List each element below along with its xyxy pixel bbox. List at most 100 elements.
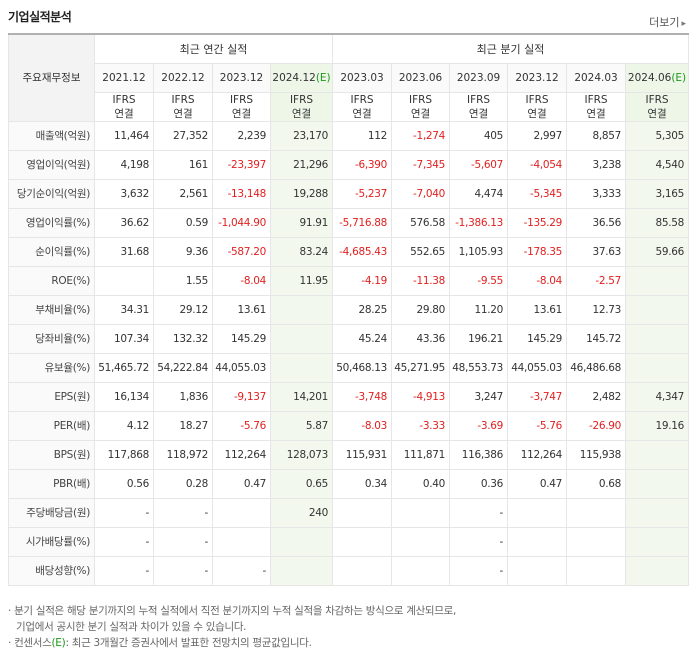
basis-scope: 연결 <box>291 107 312 120</box>
table-cell <box>507 555 568 586</box>
table-cell: -5,716.88 <box>332 207 393 238</box>
table-cell: 8,857 <box>566 120 627 151</box>
table-cell: -3.69 <box>449 410 509 441</box>
table-cell <box>269 323 334 354</box>
table-cell: 31.68 <box>94 236 154 267</box>
table-cell: 1,105.93 <box>449 236 509 267</box>
table-cell: 0.68 <box>566 468 627 499</box>
table-row: 매출액(억원) 11,464 27,352 2,239 23,170 112 -1,274 4… <box>8 120 690 151</box>
accounting-basis: IFRS 연결 <box>391 91 451 122</box>
period-header: 2024.03 <box>566 62 627 93</box>
table-cell: -7,040 <box>391 178 451 209</box>
table-cell <box>332 555 393 586</box>
table-cell: -4,913 <box>391 381 451 412</box>
row-label: 유보율(%) <box>8 352 95 383</box>
table-cell: 36.56 <box>566 207 627 238</box>
table-cell: 115,931 <box>332 439 393 470</box>
footnote-consensus-prefix: · 컨센서스 <box>8 637 52 648</box>
basis-standard: IFRS <box>171 93 195 106</box>
table-cell <box>625 323 690 354</box>
table-cell: 28.25 <box>332 294 393 325</box>
table-cell: 48,553.73 <box>449 352 509 383</box>
table-cell: -5,607 <box>449 149 509 180</box>
annual-group-header: 최근 연간 실적 <box>93 33 334 64</box>
table-cell: -26.90 <box>566 410 627 441</box>
chevron-right-icon: ▸ <box>681 19 686 29</box>
table-cell: 107.34 <box>94 323 154 354</box>
table-cell: 37.63 <box>566 236 627 267</box>
table-cell <box>269 555 334 586</box>
table-cell: 112 <box>332 120 393 151</box>
table-cell: 145.72 <box>566 323 627 354</box>
table-row: 주당배당금(원) - -240- <box>8 497 690 528</box>
table-cell: 240 <box>269 497 334 528</box>
table-cell <box>391 526 451 557</box>
table-cell <box>391 555 451 586</box>
period-label: 2023.12 <box>515 71 559 84</box>
more-label[interactable]: 더보기 <box>649 16 680 29</box>
table-cell: -4,054 <box>507 149 568 180</box>
table-cell: -8.04 <box>212 265 271 296</box>
table-cell: 0.40 <box>391 468 451 499</box>
row-label: 부채비율(%) <box>8 294 95 325</box>
table-cell <box>212 526 271 557</box>
accounting-basis: IFRS 연결 <box>566 91 627 122</box>
table-cell: 196.21 <box>449 323 509 354</box>
period-label: 2023.09 <box>456 71 501 84</box>
period-label: 2024.06 <box>627 71 672 84</box>
table-cell: 54,222.84 <box>153 352 213 383</box>
table-row: 영업이익(억원) 4,198 161 -23,397 21,296 -6,390 -7,34… <box>8 149 690 180</box>
table-cell <box>332 497 393 528</box>
table-row: 시가배당률(%) - - - <box>8 526 690 557</box>
row-label: 시가배당률(%) <box>8 526 95 557</box>
table-cell <box>625 555 690 586</box>
table-cell: 4,474 <box>449 178 509 209</box>
table-cell: - <box>212 555 271 586</box>
table-cell: 11.20 <box>449 294 509 325</box>
table-cell <box>269 526 334 557</box>
table-cell: -1,044.90 <box>212 207 271 238</box>
accounting-basis: IFRS 연결 <box>94 91 154 122</box>
table-cell: 9.36 <box>153 236 213 267</box>
footnote-quarterly-cont: 기업에서 공시한 분기 실적과 차이가 있을 수 있습니다. <box>16 621 247 633</box>
table-cell: 112,264 <box>212 439 271 470</box>
period-header: 2024.06(E) <box>625 62 690 93</box>
table-cell <box>94 265 154 296</box>
quarterly-group-header: 최근 분기 실적 <box>332 33 690 64</box>
table-cell: 18.27 <box>153 410 213 441</box>
basis-scope: 연결 <box>586 107 606 120</box>
footnote-consensus-text: : 최근 3개월간 증권사에서 발표한 전망치의 평균값입니다. <box>65 637 312 648</box>
table-cell: 0.56 <box>94 468 154 499</box>
table-row: EPS(원) 16,134 1,836 -9,137 14,201 -3,748 -4,91… <box>8 381 690 412</box>
table-cell: -5.76 <box>507 410 568 441</box>
period-label: 2023.03 <box>340 71 384 84</box>
table-cell: -178.35 <box>507 236 568 267</box>
table-cell <box>507 497 568 528</box>
table-cell: 0.47 <box>212 468 271 499</box>
table-cell: 34.31 <box>94 294 154 325</box>
period-label: 2023.12 <box>219 71 264 84</box>
table-cell: 3,632 <box>94 178 154 209</box>
table-cell: 1.55 <box>153 265 213 296</box>
table-cell: 16,134 <box>94 381 154 412</box>
table-cell: - <box>153 555 213 586</box>
accounting-basis: IFRS 연결 <box>507 91 568 122</box>
period-header: 2024.12(E) <box>269 62 334 93</box>
table-cell: - <box>94 526 154 557</box>
table-cell <box>566 497 627 528</box>
period-header: 2022.12 <box>153 62 213 93</box>
period-label: 2021.12 <box>102 71 146 84</box>
accounting-basis: IFRS 연결 <box>449 91 509 122</box>
table-cell: 21,296 <box>269 149 334 180</box>
more-link[interactable]: 더보기 ▸ <box>649 14 686 30</box>
table-cell: 115,938 <box>566 439 627 470</box>
row-label: 영업이익(억원) <box>8 149 95 180</box>
table-cell: - <box>153 497 213 528</box>
table-cell: 11.95 <box>269 265 334 296</box>
basis-standard: IFRS <box>584 93 608 106</box>
table-cell: 46,486.68 <box>566 352 627 383</box>
table-cell: 11,464 <box>94 120 154 151</box>
table-cell: 29.12 <box>153 294 213 325</box>
table-cell: 2,482 <box>566 381 627 412</box>
row-label: EPS(원) <box>8 381 95 412</box>
